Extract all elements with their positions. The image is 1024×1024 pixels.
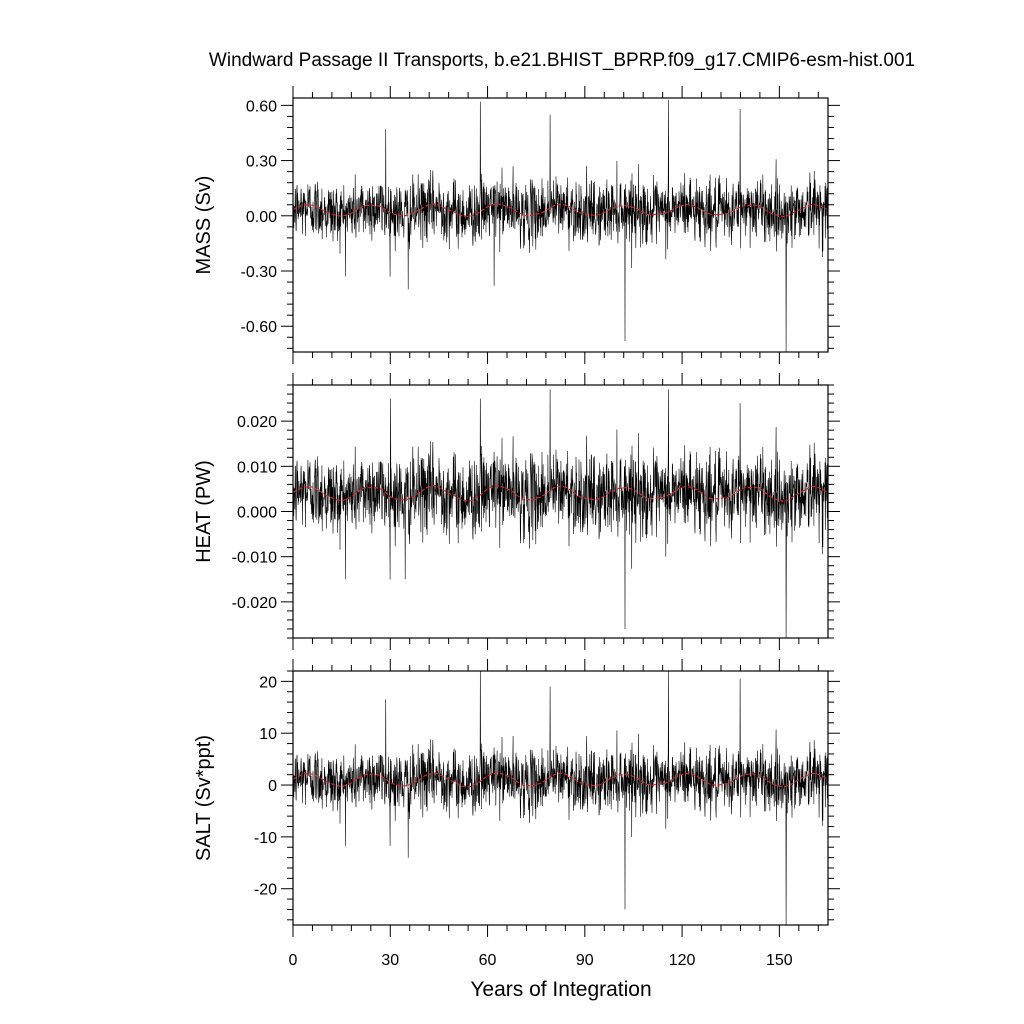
salt-axis-ticks: 20 10 0 -10 -20 [254,659,840,937]
heat-axis-ticks: 0.020 0.010 0.000 -0.010 -0.020 [232,373,840,650]
salt-y-axis-label: SALT (Sv*ppt) [193,735,215,861]
heat-smoothed-line [292,484,827,503]
heat-plot-frame [292,384,829,639]
salt-ytick-label: 0 [268,778,277,795]
mass-smoothed-line [292,203,827,218]
salt-ytick-label: -10 [254,830,277,847]
mass-ytick-label: -0.60 [241,319,278,336]
x-axis-label: Years of Integration [470,978,651,1001]
mass-ytick-label: -0.30 [241,264,278,281]
mass-y-axis-label: MASS (Sv) [193,176,215,275]
heat-ytick-label: 0.020 [237,414,277,431]
salt-ytick-label: 20 [259,674,277,691]
mass-monthly-line [292,99,829,353]
x-tick-label: 30 [381,952,399,969]
panel-mass: 0.60 0.30 0.00 -0.30 -0.60 MASS (Sv) [193,86,840,364]
x-tick-label: 60 [479,952,497,969]
salt-ytick-label: -20 [254,882,277,899]
panel-salt: 20 10 0 -10 -20 SALT (Sv*ppt) [193,659,840,937]
mass-ytick-label: 0.30 [246,154,277,171]
x-tick-label: 150 [766,952,793,969]
mass-axis-ticks: 0.60 0.30 0.00 -0.30 -0.60 [241,86,840,364]
salt-monthly-line [292,670,829,926]
x-axis-tick-labels: 0 30 60 90 120 150 [289,952,793,969]
heat-series [292,389,829,639]
salt-smoothed-line [292,772,827,788]
heat-ytick-label: -0.020 [232,595,277,612]
x-tick-label: 0 [289,952,298,969]
chart-title: Windward Passage II Transports, b.e21.BH… [209,50,915,71]
heat-ytick-label: 0.000 [237,505,277,522]
salt-plot-frame [292,670,829,926]
panel-heat: 0.020 0.010 0.000 -0.010 -0.020 HEAT (PW) [193,373,840,650]
heat-y-axis-label: HEAT (PW) [193,460,215,563]
heat-monthly-line [292,389,829,639]
salt-ytick-label: 10 [259,726,277,743]
mass-series [292,99,829,353]
x-tick-label: 120 [669,952,696,969]
heat-ytick-label: -0.010 [232,550,277,567]
mass-plot-frame [292,97,829,353]
mass-ytick-label: 0.00 [246,209,277,226]
mass-ytick-label: 0.60 [246,98,277,115]
x-tick-label: 90 [576,952,594,969]
salt-series [292,670,829,926]
heat-ytick-label: 0.010 [237,459,277,476]
